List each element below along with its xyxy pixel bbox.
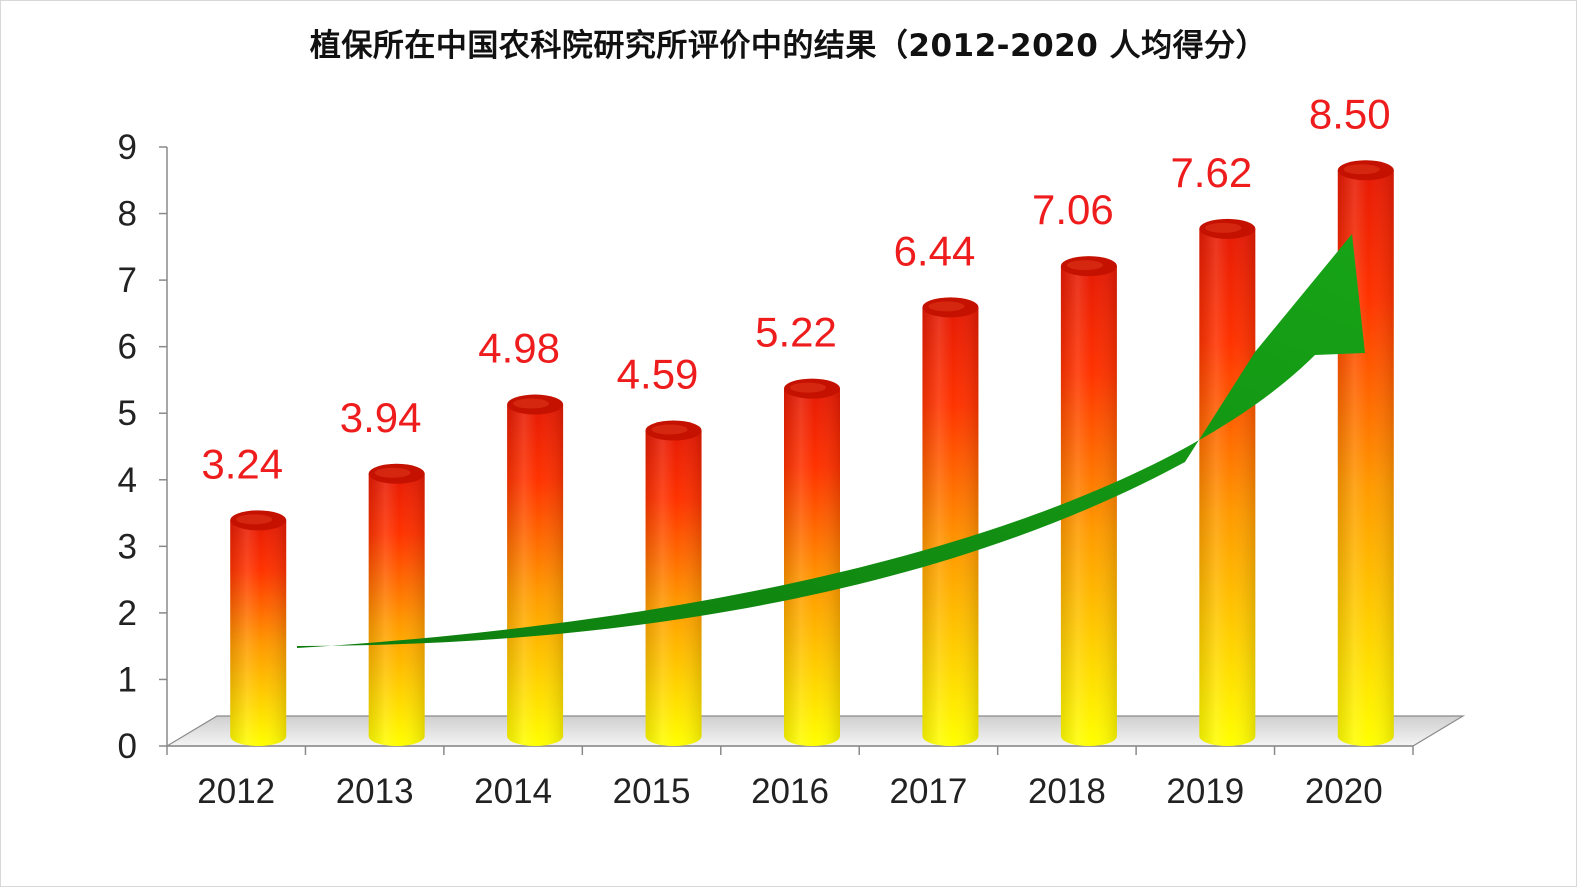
data-label: 7.62 xyxy=(1170,149,1252,196)
x-tick-label: 2014 xyxy=(474,772,552,811)
x-tick-label: 2016 xyxy=(751,772,829,811)
data-labels: 3.24 3.94 4.98 4.59 5.22 6.44 7.06 7.62 8.50 xyxy=(201,90,1390,487)
x-tick-label: 2018 xyxy=(1028,772,1106,811)
bar xyxy=(230,510,287,746)
bar-cap-highlight xyxy=(1343,164,1380,175)
x-tick-label: 2017 xyxy=(890,772,968,811)
y-tick-label: 9 xyxy=(118,128,137,167)
bar-cap-highlight xyxy=(1066,260,1103,271)
y-tick-label: 4 xyxy=(118,461,137,500)
bar-cap-highlight xyxy=(1205,222,1242,233)
y-tick-label: 2 xyxy=(118,594,137,633)
bar-shading xyxy=(1199,228,1256,746)
x-tick-label: 2020 xyxy=(1305,772,1383,811)
bar xyxy=(922,297,979,746)
y-tick-label: 8 xyxy=(118,195,137,234)
bar-shading xyxy=(230,520,287,746)
bar xyxy=(368,463,425,746)
y-tick-label: 0 xyxy=(118,727,137,766)
x-tick-label: 2012 xyxy=(197,772,275,811)
bar xyxy=(645,420,702,746)
bar-shading xyxy=(784,388,840,746)
data-label: 8.50 xyxy=(1309,90,1391,137)
y-tick-label: 3 xyxy=(118,527,137,566)
data-label: 7.06 xyxy=(1032,186,1114,233)
bar-cap-highlight xyxy=(236,514,273,525)
data-label: 6.44 xyxy=(894,227,976,274)
bar-shading xyxy=(507,404,564,746)
y-tick-label: 1 xyxy=(118,660,137,699)
y-tick-label: 5 xyxy=(118,394,137,433)
y-tick-label: 6 xyxy=(118,328,137,367)
y-tick-label: 7 xyxy=(118,261,137,300)
data-label: 5.22 xyxy=(755,309,837,356)
bar-cap-highlight xyxy=(374,467,411,478)
data-label: 4.98 xyxy=(478,325,560,372)
bar xyxy=(784,378,840,746)
bar-shading xyxy=(645,430,702,746)
data-label: 4.59 xyxy=(617,351,699,398)
x-tick-label: 2013 xyxy=(336,772,414,811)
bar-cap-highlight xyxy=(928,301,965,312)
bar xyxy=(507,394,564,746)
bar-cap-highlight xyxy=(513,398,550,409)
data-label: 3.94 xyxy=(340,394,422,441)
bar-shading xyxy=(368,473,425,746)
x-tick-label: 2015 xyxy=(613,772,691,811)
bar-cap-highlight xyxy=(790,382,826,393)
bar-shading xyxy=(922,307,979,746)
data-label: 3.24 xyxy=(201,440,283,487)
bar-cap-highlight xyxy=(651,424,688,435)
chart-title: 植保所在中国农科院研究所评价中的结果（2012-2020 人均得分） xyxy=(309,28,1268,64)
bar xyxy=(1199,218,1256,746)
bars xyxy=(230,160,1394,746)
x-tick-label: 2019 xyxy=(1166,772,1244,811)
